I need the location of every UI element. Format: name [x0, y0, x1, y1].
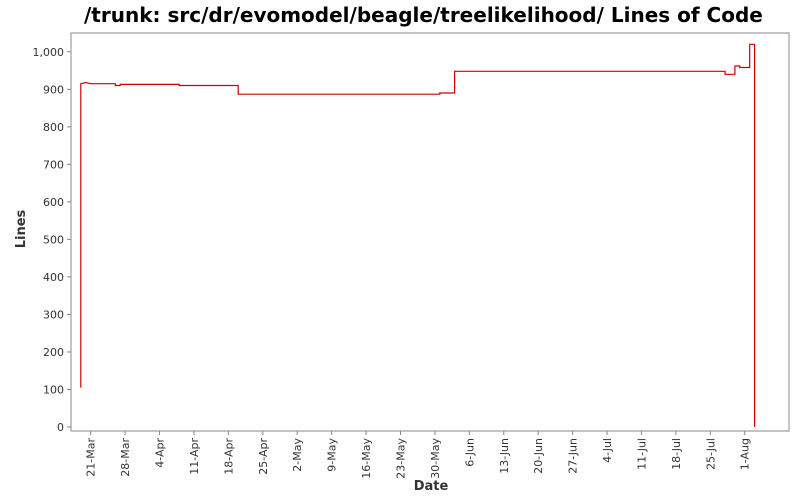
y-tick-label: 900	[43, 83, 64, 96]
x-axis-title: Date	[414, 479, 449, 494]
x-tick-label: 27-Jun	[567, 438, 580, 474]
series-line	[80, 43, 756, 427]
x-tick-label: 6-Jun	[463, 438, 476, 467]
y-tick-label: 200	[43, 346, 64, 359]
x-tick-label: 25-Jul	[704, 438, 717, 470]
y-axis: 0 100 200 300 400 500 600 700 800 900 1,000	[33, 46, 71, 434]
series-group	[80, 43, 756, 427]
y-tick-label: 800	[43, 121, 64, 134]
x-tick-label: 20-Jun	[532, 438, 545, 474]
chart-title: /trunk: src/dr/evomodel/beagle/treelikel…	[84, 3, 763, 27]
plot-area-border	[70, 32, 790, 432]
y-tick-label: 300	[43, 308, 64, 321]
x-tick-label: 16-May	[360, 438, 373, 479]
x-tick-label: 18-Apr	[222, 438, 235, 475]
y-tick-label: 100	[43, 383, 64, 396]
y-tick-label: 500	[43, 233, 64, 246]
y-axis-title: Lines	[14, 209, 29, 248]
y-tick-label: 600	[43, 196, 64, 209]
x-tick-label: 28-Mar	[119, 438, 132, 477]
x-tick-label: 11-Apr	[188, 438, 201, 475]
x-tick-label: 11-Jul	[635, 438, 648, 470]
x-tick-label: 18-Jul	[670, 438, 683, 470]
x-tick-label: 4-Jul	[601, 438, 614, 463]
y-tick-label: 400	[43, 271, 64, 284]
x-tick-label: 2-May	[291, 438, 304, 472]
x-tick-label: 30-May	[429, 438, 442, 479]
y-tick-label: 700	[43, 158, 64, 171]
x-tick-label: 13-Jun	[498, 438, 511, 474]
x-tick-label: 23-May	[394, 438, 407, 479]
x-tick-label: 4-Apr	[154, 438, 167, 468]
x-tick-label: 21-Mar	[85, 438, 98, 477]
x-tick-label: 1-Aug	[739, 438, 752, 470]
x-tick-label: 9-May	[326, 438, 339, 472]
y-tick-label: 1,000	[33, 46, 65, 59]
y-tick-label: 0	[57, 421, 64, 434]
x-axis: 21-Mar 28-Mar 4-Apr 11-Apr 18-Apr 25-Apr 2-May…	[85, 431, 752, 479]
x-tick-label: 25-Apr	[257, 438, 270, 475]
